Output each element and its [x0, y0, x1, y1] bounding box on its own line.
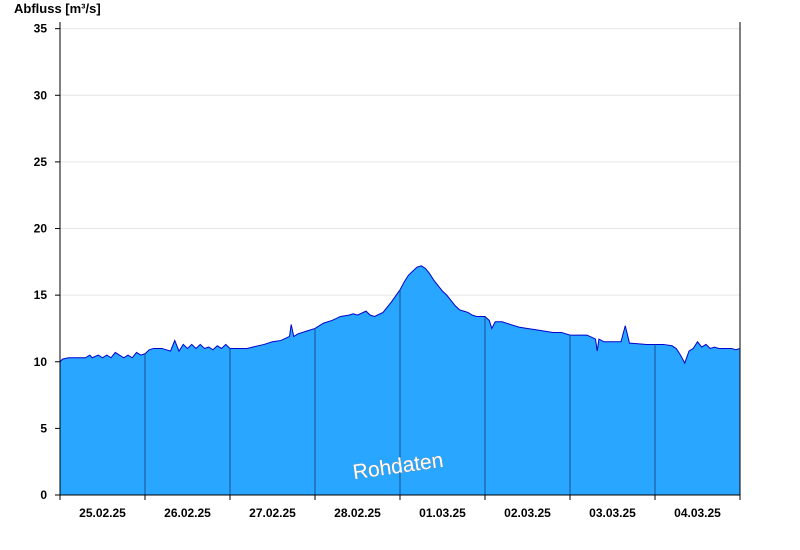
x-tick-label: 02.03.25 [504, 506, 551, 520]
x-tick-label: 03.03.25 [589, 506, 636, 520]
y-tick-label: 20 [34, 222, 48, 236]
x-tick-label: 01.03.25 [419, 506, 466, 520]
x-axis-ticks: 25.02.25 26.02.25 27.02.25 28.02.25 01.03.25… [59, 495, 741, 520]
x-tick-label: 04.03.25 [674, 506, 721, 520]
y-tick-label: 35 [34, 22, 48, 36]
x-tick-label: 25.02.25 [79, 506, 126, 520]
y-tick-label: 10 [34, 355, 48, 369]
y-axis-label: Abfluss [m³/s] [14, 1, 101, 16]
y-tick-label: 5 [40, 421, 47, 435]
x-tick-label: 26.02.25 [164, 506, 211, 520]
x-tick-label: 27.02.25 [249, 506, 296, 520]
y-tick-label: 15 [34, 288, 48, 302]
y-tick-label: 0 [40, 488, 47, 502]
y-axis-ticks: 0 5 10 15 20 25 30 35 [34, 22, 60, 502]
y-tick-label: 25 [34, 155, 48, 169]
day-separators [144, 289, 656, 495]
x-tick-label: 28.02.25 [334, 506, 381, 520]
discharge-series-line [59, 265, 741, 365]
y-tick-label: 30 [34, 88, 48, 102]
